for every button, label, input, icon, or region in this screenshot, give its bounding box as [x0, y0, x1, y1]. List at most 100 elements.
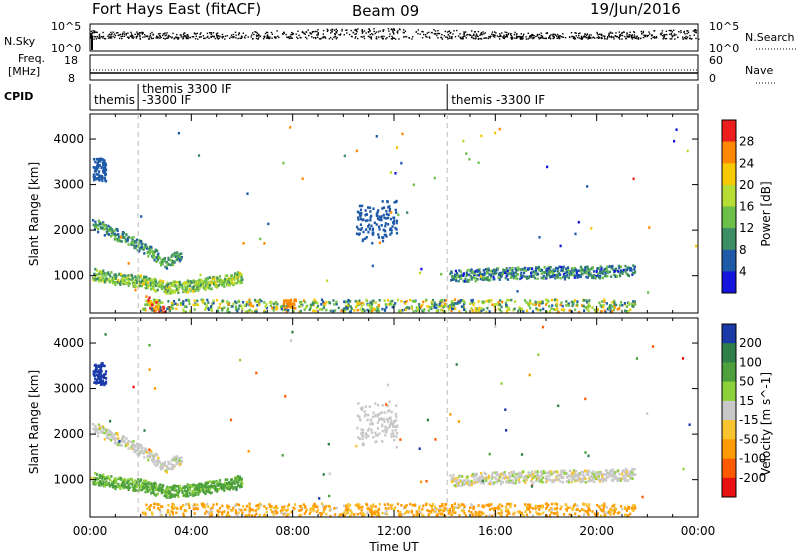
range-gate-cell	[180, 256, 183, 260]
nsky-point	[644, 35, 646, 37]
range-gate-cell	[618, 472, 621, 476]
range-gate-cell	[404, 302, 407, 305]
nsky-point	[621, 32, 623, 35]
range-gate-cell	[180, 252, 183, 255]
range-gate-cell	[315, 306, 318, 309]
nsky-point	[397, 32, 399, 34]
range-gate-cell	[173, 484, 176, 487]
nsearch-point	[470, 36, 473, 39]
range-gate-cell	[596, 308, 599, 311]
range-gate-cell	[271, 306, 274, 310]
range-gate-cell	[174, 302, 177, 305]
range-gate-cell	[495, 471, 498, 474]
range-gate-cell	[287, 505, 290, 508]
range-gate-cell	[194, 488, 197, 492]
range-gate-cell	[150, 487, 153, 491]
range-gate-cell	[360, 212, 363, 215]
nsearch-point	[412, 36, 414, 38]
range-gate-cell	[450, 303, 453, 306]
range-gate-cell	[613, 508, 616, 512]
nsearch-point	[473, 37, 475, 40]
nsearch-point	[530, 35, 532, 37]
range-gate-cell	[167, 492, 170, 495]
range-gate-cell	[157, 308, 160, 311]
range-gate-cell	[214, 484, 217, 488]
nsearch-point	[556, 37, 558, 39]
range-gate-cell	[362, 512, 365, 515]
nsky-point	[426, 32, 428, 34]
nsearch-point	[598, 37, 601, 39]
range-gate-cell	[381, 239, 385, 243]
nsky-point	[463, 33, 465, 35]
range-gate-cell	[346, 504, 349, 507]
range-gate-cell	[232, 506, 235, 510]
station-title: Fort Hays East (fitACF)	[92, 0, 261, 18]
range-gate-cell	[456, 484, 460, 487]
range-gate-cell	[229, 486, 233, 489]
range-gate-cell	[154, 300, 157, 304]
range-gate-cell	[114, 477, 117, 480]
nsky-point	[424, 34, 427, 36]
nsearch-point	[144, 36, 146, 38]
range-gate-cell	[248, 502, 251, 506]
range-gate-cell	[519, 277, 522, 281]
nsky-point	[552, 37, 554, 40]
range-gate-cell	[127, 276, 130, 279]
range-gate-cell	[473, 272, 476, 275]
range-gate-cell	[568, 513, 571, 516]
nsearch-point	[621, 38, 623, 40]
range-gate-cell	[238, 475, 242, 479]
nsearch-point	[355, 36, 357, 38]
range-gate-cell	[113, 277, 116, 281]
range-gate-cell	[206, 277, 210, 281]
range-gate-cell	[210, 484, 213, 487]
nsearch-point	[535, 35, 537, 38]
nsky-point	[549, 35, 551, 37]
range-gate-cell	[572, 300, 575, 304]
range-gate-cell	[395, 211, 398, 214]
nsearch-point	[289, 37, 291, 40]
range-gate-cell	[207, 286, 210, 290]
range-gate-cell	[136, 277, 139, 281]
range-gate-cell	[633, 505, 636, 509]
range-gate-cell	[162, 258, 165, 261]
nsky-point	[499, 33, 501, 35]
nsky-point	[341, 28, 343, 31]
range-gate-cell	[585, 299, 588, 302]
range-gate-cell	[99, 158, 102, 161]
range-gate-cell	[227, 484, 230, 487]
range-gate-cell	[194, 280, 197, 283]
range-gate-cell	[104, 483, 107, 486]
nsky-point	[630, 35, 633, 37]
range-gate-cell	[102, 426, 105, 430]
range-gate-cell	[133, 283, 136, 286]
range-gate-cell	[234, 478, 237, 481]
nsky-point	[139, 34, 141, 37]
range-gate-cell	[376, 306, 379, 309]
range-gate-cell	[444, 515, 447, 518]
range-gate-cell	[390, 507, 393, 510]
range-gate-cell	[156, 462, 159, 466]
range-gate-cell	[510, 298, 513, 302]
range-gate-cell	[608, 307, 611, 310]
range-gate-cell	[540, 269, 544, 272]
range-gate-cell	[232, 302, 235, 306]
range-gate-cell	[153, 506, 156, 509]
range-gate-cell	[124, 444, 127, 448]
range-gate-cell	[592, 270, 596, 273]
range-gate-cell	[377, 310, 381, 313]
nsearch-point	[689, 37, 691, 39]
nsky-point	[339, 34, 341, 36]
range-gate-cell	[442, 310, 446, 313]
range-gate-cell	[482, 512, 485, 515]
range-gate-cell	[104, 163, 108, 166]
range-gate-cell	[345, 506, 348, 510]
range-gate-cell	[619, 269, 623, 272]
range-gate-cell	[320, 502, 324, 506]
range-gate-cell	[540, 472, 544, 475]
nsearch-point	[147, 38, 150, 40]
range-gate-cell	[171, 291, 174, 294]
y-tick-label: 1000	[53, 269, 84, 283]
range-gate-cell	[234, 272, 237, 275]
range-gate-cell	[443, 509, 446, 512]
